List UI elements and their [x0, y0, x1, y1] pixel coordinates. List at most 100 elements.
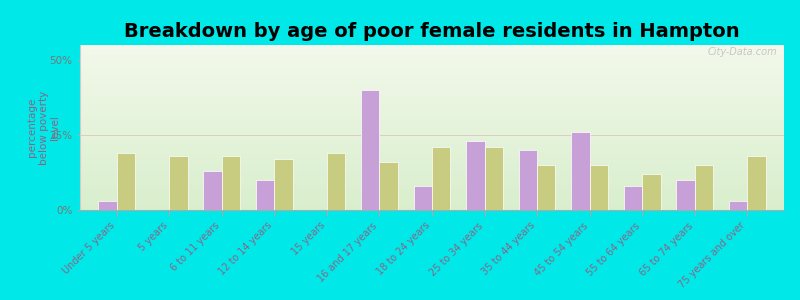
Bar	[432, 147, 450, 210]
Bar	[80, 200, 784, 202]
Bar	[676, 180, 694, 210]
Title: Breakdown by age of poor female residents in Hampton: Breakdown by age of poor female resident…	[124, 22, 740, 41]
Bar	[80, 177, 784, 179]
Bar	[117, 153, 135, 210]
Bar	[80, 101, 784, 103]
Bar	[80, 165, 784, 167]
Bar	[80, 144, 784, 146]
Bar	[80, 82, 784, 84]
Bar	[80, 47, 784, 49]
Bar	[80, 183, 784, 185]
Bar	[80, 53, 784, 55]
Bar	[80, 160, 784, 163]
Bar	[80, 154, 784, 156]
Bar	[80, 113, 784, 115]
Bar	[80, 80, 784, 82]
Bar	[80, 84, 784, 86]
Bar	[80, 55, 784, 57]
Bar	[80, 196, 784, 198]
Bar	[537, 165, 555, 210]
Bar	[327, 153, 346, 210]
Bar	[80, 61, 784, 64]
Bar	[80, 163, 784, 165]
Bar	[80, 90, 784, 92]
Bar	[80, 51, 784, 53]
Bar	[80, 130, 784, 132]
Bar	[485, 147, 503, 210]
Bar	[80, 105, 784, 107]
Bar	[590, 165, 608, 210]
Bar	[80, 86, 784, 88]
Bar	[80, 148, 784, 150]
Bar	[80, 59, 784, 62]
Bar	[466, 141, 485, 210]
Bar	[80, 198, 784, 200]
Bar	[80, 146, 784, 148]
Bar	[80, 167, 784, 169]
Bar	[80, 169, 784, 171]
Bar	[80, 132, 784, 134]
Bar	[98, 201, 117, 210]
Bar	[203, 171, 222, 210]
Bar	[80, 78, 784, 80]
Bar	[274, 159, 293, 210]
Bar	[747, 156, 766, 210]
Bar	[80, 92, 784, 95]
Bar	[80, 94, 784, 97]
Bar	[80, 134, 784, 136]
Bar	[80, 109, 784, 111]
Bar	[80, 181, 784, 183]
Bar	[80, 202, 784, 204]
Bar	[80, 208, 784, 210]
Bar	[80, 156, 784, 158]
Bar	[222, 156, 240, 210]
Bar	[80, 123, 784, 125]
Bar	[80, 185, 784, 187]
Bar	[80, 189, 784, 191]
Bar	[80, 70, 784, 72]
Bar	[80, 187, 784, 189]
Bar	[80, 72, 784, 74]
Bar	[518, 150, 537, 210]
Bar	[80, 206, 784, 208]
Bar	[414, 186, 432, 210]
Bar	[80, 138, 784, 140]
Bar	[80, 49, 784, 51]
Bar	[80, 68, 784, 70]
Bar	[80, 64, 784, 66]
Y-axis label: percentage
below poverty
level: percentage below poverty level	[27, 90, 60, 165]
Bar	[624, 186, 642, 210]
Bar	[80, 173, 784, 175]
Bar	[80, 107, 784, 109]
Bar	[80, 136, 784, 138]
Bar	[80, 179, 784, 181]
Bar	[361, 90, 379, 210]
Bar	[80, 150, 784, 152]
Bar	[80, 191, 784, 194]
Bar	[80, 171, 784, 173]
Bar	[80, 158, 784, 160]
Bar	[80, 119, 784, 121]
Bar	[80, 204, 784, 206]
Bar	[80, 99, 784, 101]
Bar	[80, 103, 784, 105]
Bar	[694, 165, 713, 210]
Bar	[80, 97, 784, 99]
Bar	[80, 45, 784, 47]
Text: City-Data.com: City-Data.com	[707, 46, 777, 57]
Bar	[80, 125, 784, 128]
Bar	[80, 121, 784, 123]
Bar	[80, 111, 784, 113]
Bar	[80, 142, 784, 144]
Bar	[80, 140, 784, 142]
Bar	[379, 162, 398, 210]
Bar	[571, 132, 590, 210]
Bar	[80, 57, 784, 59]
Bar	[80, 175, 784, 177]
Bar	[256, 180, 274, 210]
Bar	[80, 74, 784, 76]
Bar	[80, 88, 784, 90]
Bar	[80, 115, 784, 117]
Bar	[80, 66, 784, 68]
Bar	[642, 174, 661, 210]
